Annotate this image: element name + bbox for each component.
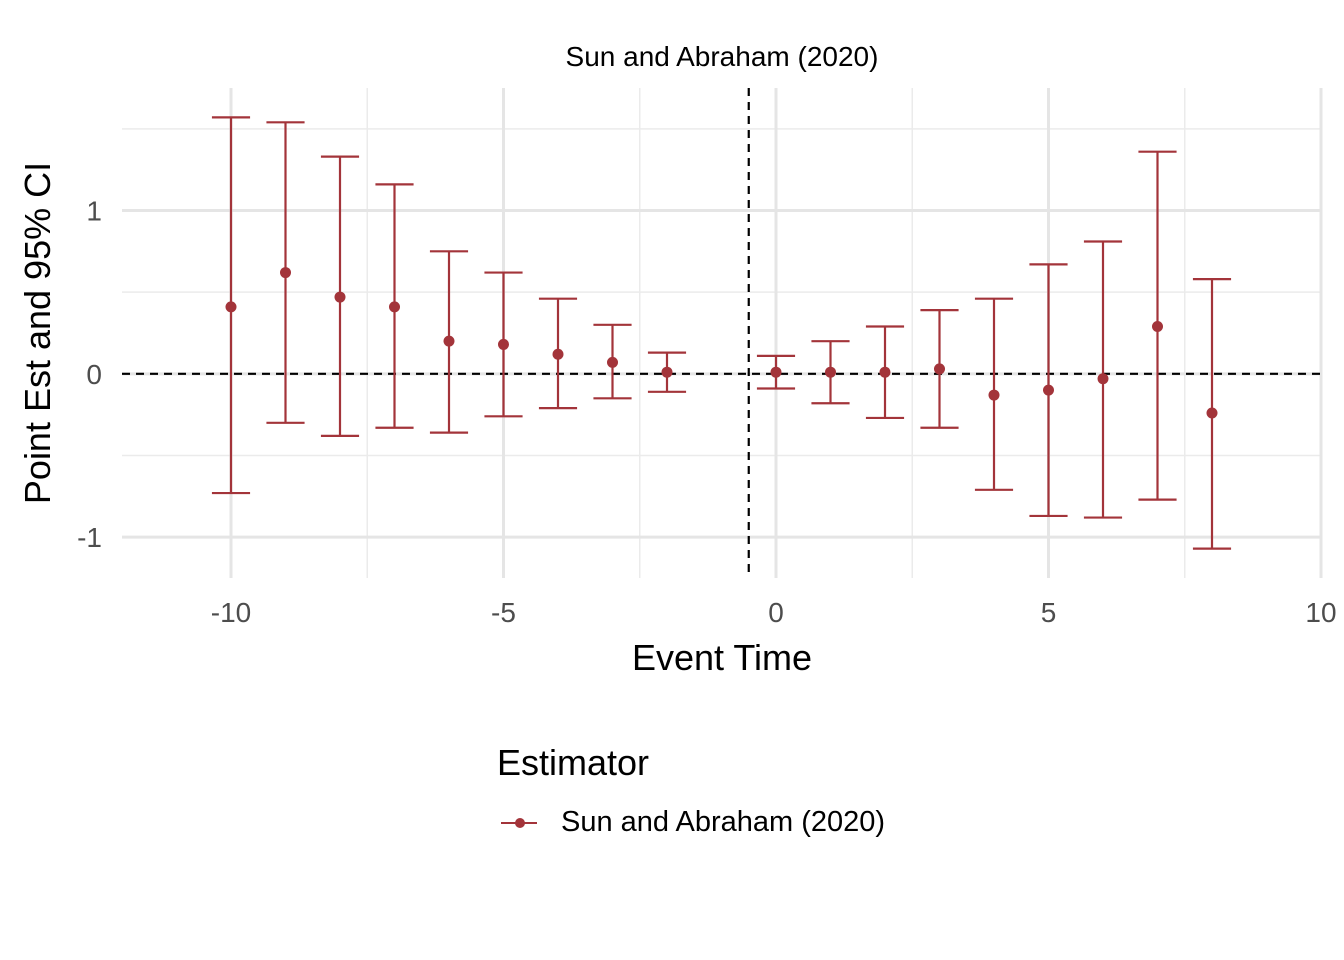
error-bar-group (538, 297, 578, 410)
y-tick-label: 0 (86, 359, 102, 390)
x-tick-label: 0 (768, 597, 784, 628)
y-tick-label: 1 (86, 196, 102, 227)
x-tick-label: 5 (1041, 597, 1057, 628)
data-point (389, 301, 400, 313)
error-bar-group (266, 121, 305, 424)
data-point (607, 356, 618, 368)
x-tick-label: -5 (491, 597, 516, 628)
data-point (770, 366, 782, 378)
error-bar-group (593, 323, 632, 400)
grid-minor (122, 88, 1321, 578)
legend: Estimator Sun and Abraham (2020) (497, 742, 885, 839)
data-point (334, 291, 346, 303)
data-point (988, 389, 1000, 401)
error-bar-group (429, 250, 469, 434)
legend-title: Estimator (497, 742, 650, 783)
data-point (879, 366, 891, 378)
reference-lines (122, 88, 1321, 578)
error-bar-group (320, 155, 360, 437)
error-bar-group (1192, 278, 1232, 550)
chart-title: Sun and Abraham (2020) (566, 41, 879, 72)
grid-major (122, 88, 1323, 578)
error-bar-group (865, 325, 905, 420)
legend-label: Sun and Abraham (2020) (561, 806, 886, 838)
data-point (1097, 373, 1109, 385)
error-bar-group (211, 116, 251, 495)
error-bar-group (1083, 240, 1123, 519)
x-axis-ticks: -10 -5 0 5 10 (211, 597, 1337, 628)
data-point (934, 363, 945, 375)
error-bar-group (920, 309, 959, 429)
y-tick-label: -1 (77, 522, 102, 553)
error-bar-group (1138, 150, 1177, 501)
data-point (1206, 407, 1218, 419)
data-point (1152, 320, 1163, 332)
data-point (443, 335, 455, 347)
error-bar-group (811, 340, 850, 405)
data-point (280, 267, 291, 279)
error-bar-group (484, 271, 523, 418)
error-bar-group (974, 297, 1014, 491)
data-point (661, 366, 673, 378)
data-point (552, 348, 564, 360)
data-point (498, 338, 509, 350)
error-bar-group (375, 183, 414, 429)
error-bar-group (1029, 263, 1068, 518)
legend-item: Sun and Abraham (2020) (497, 806, 885, 839)
y-axis-label: Point Est and 95% CI (17, 162, 58, 504)
x-tick-label: 10 (1305, 597, 1336, 628)
data-marks (211, 116, 1232, 550)
data-point (825, 366, 836, 378)
error-bar-group (647, 351, 687, 393)
data-point (225, 301, 237, 313)
legend-key-icon (497, 808, 539, 838)
x-axis-label: Event Time (632, 637, 812, 678)
x-tick-label: -10 (211, 597, 251, 628)
data-point (1043, 384, 1054, 396)
error-bar-group (756, 354, 796, 390)
y-axis-ticks: -1 0 1 (77, 196, 102, 554)
